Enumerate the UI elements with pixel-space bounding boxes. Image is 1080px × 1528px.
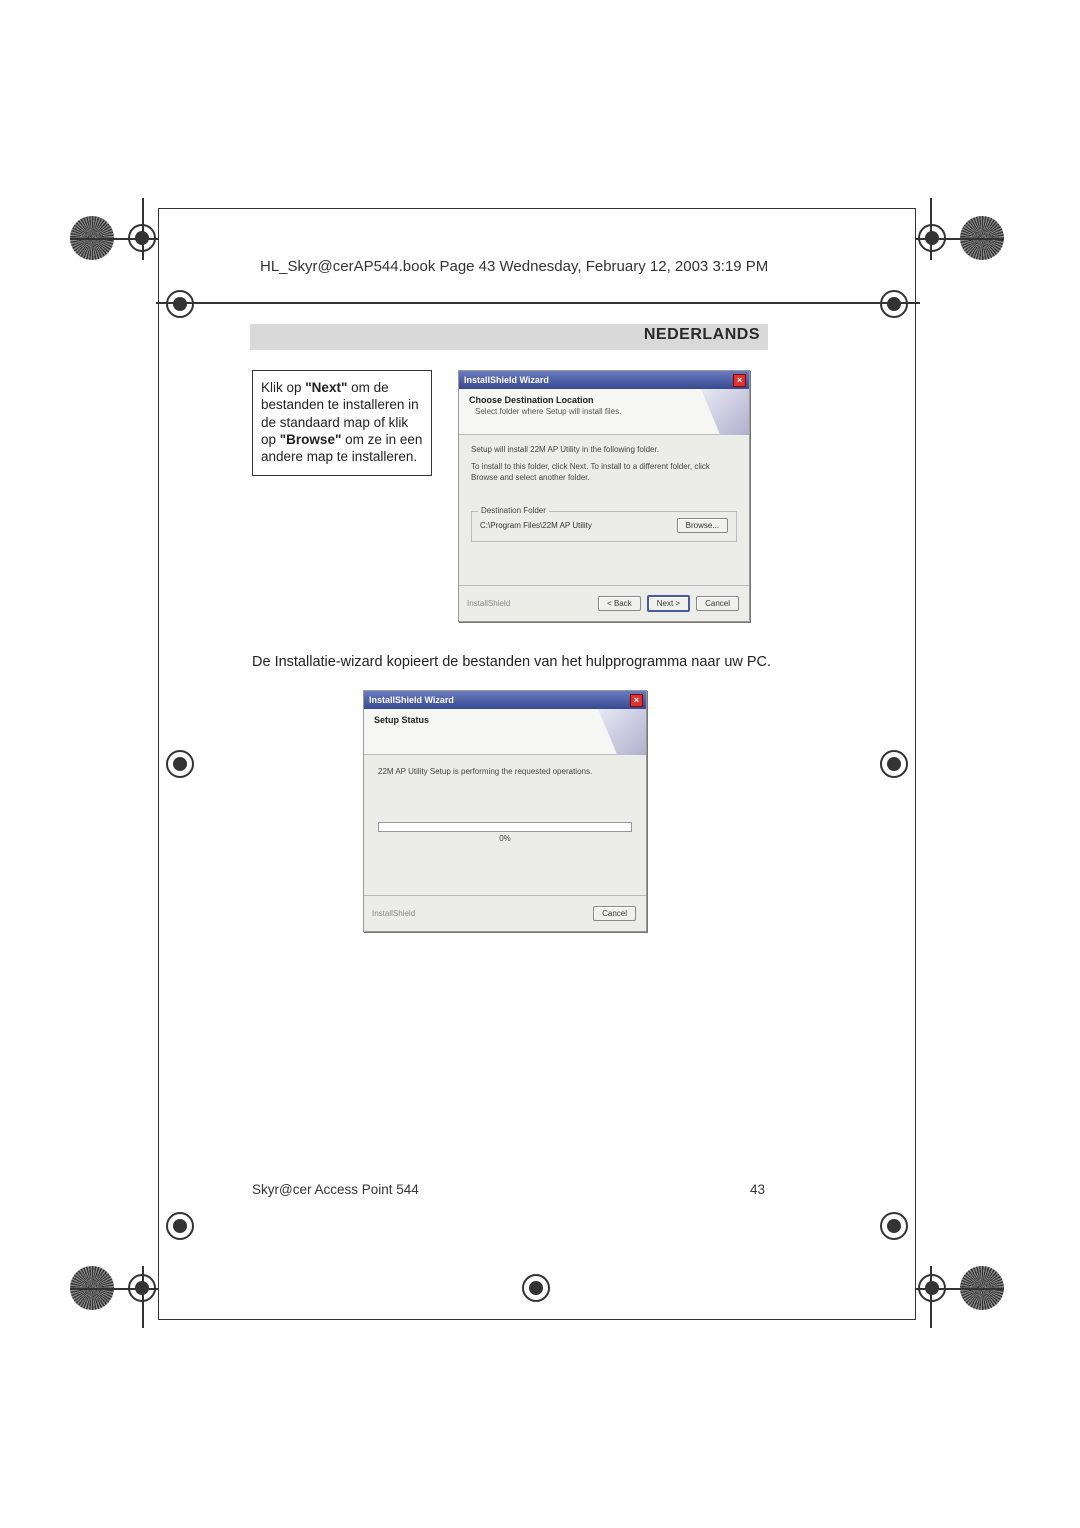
dialog1-header: Choose Destination Location Select folde… [459, 389, 749, 435]
footer-page-number: 43 [750, 1182, 765, 1197]
dialog2-head-title: Setup Status [374, 715, 638, 725]
dialog2-art [598, 709, 646, 755]
instruction-pre1: Klik op [261, 380, 305, 395]
header-filename: HL_Skyr@cerAP544.book Page 43 Wednesday,… [260, 258, 768, 275]
instruction-bold2: "Browse" [280, 432, 342, 447]
cancel-button[interactable]: Cancel [593, 906, 636, 921]
footer-product: Skyr@cer Access Point 544 [252, 1182, 419, 1197]
dialog2-install-label: InstallShield [372, 909, 415, 918]
dialog1-titlebar: InstallShield Wizard × [459, 371, 749, 389]
dialog2-titlebar: InstallShield Wizard × [364, 691, 646, 709]
progress-bar [378, 822, 632, 832]
destination-path: C:\Program Files\22M AP Utility [480, 521, 592, 530]
progress-wrap: 0% [378, 822, 632, 843]
back-button[interactable]: < Back [598, 596, 641, 611]
language-label: NEDERLANDS [644, 326, 760, 344]
vline-tr [930, 198, 932, 260]
instruction-bold1: "Next" [305, 380, 347, 395]
dialog1-bottom-bar: InstallShield < Back Next > Cancel [459, 585, 749, 621]
dialog2-body: 22M AP Utility Setup is performing the r… [364, 755, 646, 855]
close-icon[interactable]: × [630, 694, 643, 707]
dialog1-head-title: Choose Destination Location [469, 395, 741, 405]
hline-tl [70, 238, 158, 240]
dialog2-header: Setup Status [364, 709, 646, 755]
instruction-box: Klik op "Next" om de bestanden te instal… [252, 370, 432, 476]
close-icon[interactable]: × [733, 374, 746, 387]
dialog1-line2: To install to this folder, click Next. T… [471, 462, 737, 484]
dialog1-head-sub: Select folder where Setup will install f… [469, 407, 741, 416]
vline-tl [142, 198, 144, 260]
dialog-destination: InstallShield Wizard × Choose Destinatio… [458, 370, 750, 622]
dialog-setup-status: InstallShield Wizard × Setup Status 22M … [363, 690, 647, 932]
copy-text: De Installatie-wizard kopieert de bestan… [252, 654, 771, 670]
destination-frame: Destination Folder C:\Program Files\22M … [471, 511, 737, 542]
dialog1-line1: Setup will install 22M AP Utility in the… [471, 445, 737, 456]
dialog2-title: InstallShield Wizard [369, 695, 454, 705]
vline-bl [142, 1266, 144, 1328]
dialog2-line: 22M AP Utility Setup is performing the r… [378, 767, 632, 776]
vline-br [930, 1266, 932, 1328]
destination-legend: Destination Folder [478, 506, 549, 515]
header-rule [156, 302, 920, 304]
next-button[interactable]: Next > [647, 595, 690, 612]
browse-button[interactable]: Browse... [677, 518, 728, 533]
cancel-button[interactable]: Cancel [696, 596, 739, 611]
hline-bl [70, 1288, 158, 1290]
progress-percent: 0% [378, 834, 632, 843]
dialog1-title: InstallShield Wizard [464, 375, 549, 385]
dialog1-body: Setup will install 22M AP Utility in the… [459, 435, 749, 552]
dialog1-install-label: InstallShield [467, 599, 510, 608]
dialog2-bottom-bar: InstallShield Cancel [364, 895, 646, 931]
